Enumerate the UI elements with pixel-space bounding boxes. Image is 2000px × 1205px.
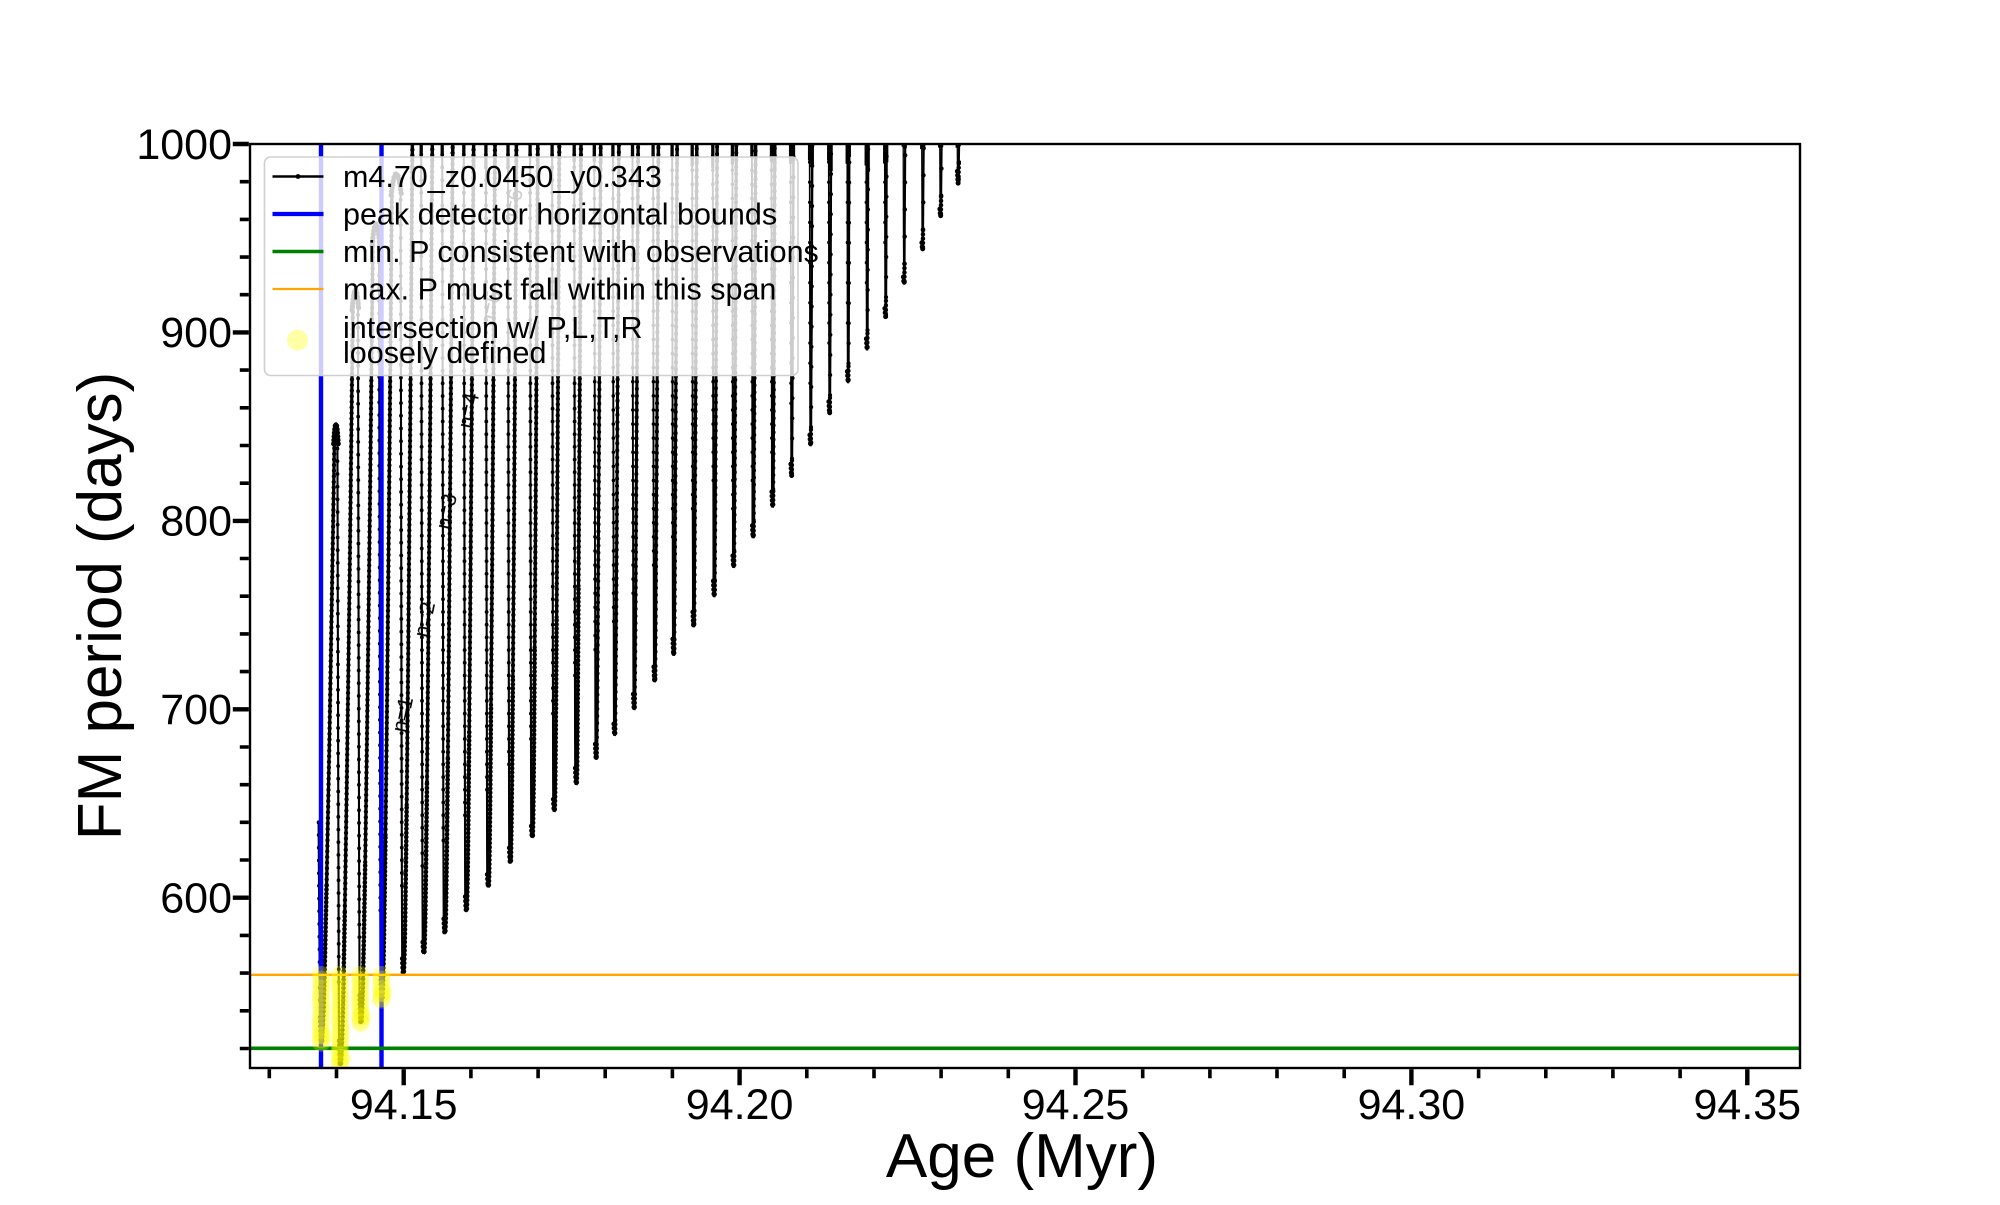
svg-text:94.35: 94.35	[1693, 1081, 1801, 1129]
svg-text:94.30: 94.30	[1358, 1081, 1466, 1129]
svg-text:700: 700	[160, 686, 232, 734]
svg-text:FM period (days): FM period (days)	[66, 372, 135, 841]
svg-text:94.25: 94.25	[1022, 1081, 1130, 1129]
svg-text:m4.70_z0.0450_y0.343: m4.70_z0.0450_y0.343	[343, 160, 662, 194]
svg-text:94.20: 94.20	[686, 1081, 794, 1129]
svg-text:900: 900	[160, 309, 232, 357]
svg-text:min. P consistent with observa: min. P consistent with observations	[343, 235, 819, 269]
svg-text:1000: 1000	[136, 121, 232, 169]
svg-text:peak detector horizontal bound: peak detector horizontal bounds	[343, 198, 777, 232]
svg-text:loosely defined: loosely defined	[343, 336, 546, 370]
svg-text:600: 600	[160, 875, 232, 923]
svg-text:800: 800	[160, 498, 232, 546]
svg-text:max. P must fall within this s: max. P must fall within this span	[343, 273, 776, 307]
svg-text:intersection w/ P,L,T,R: intersection w/ P,L,T,R	[343, 311, 643, 345]
svg-text:Age (Myr): Age (Myr)	[886, 1122, 1158, 1191]
svg-text:94.15: 94.15	[350, 1081, 458, 1129]
